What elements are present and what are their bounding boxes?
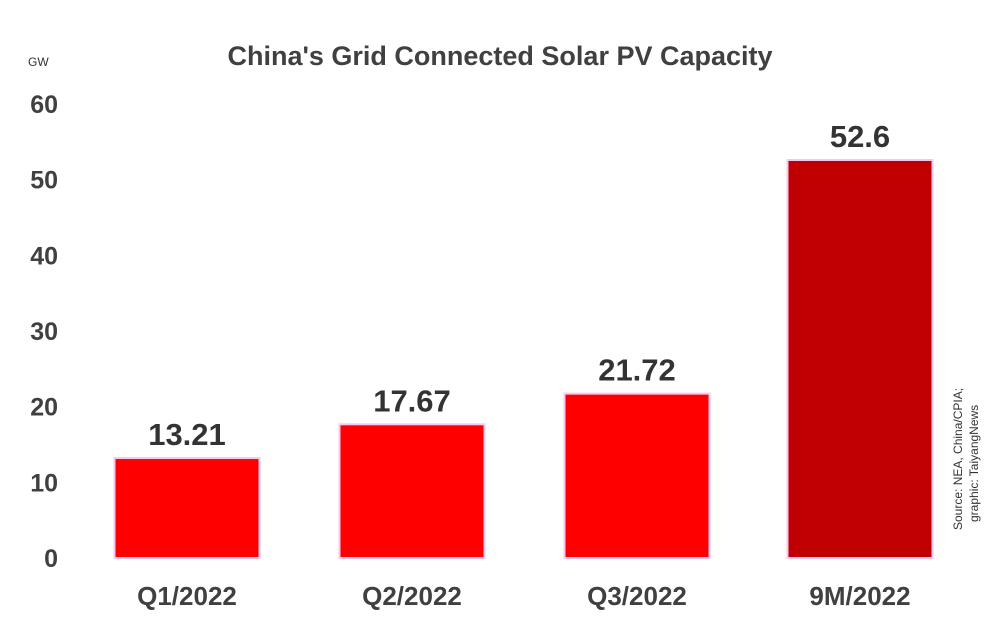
y-tick-label: 0 [44, 545, 58, 573]
data-label: 17.67 [373, 383, 451, 418]
y-tick-label: 60 [30, 91, 58, 119]
y-tick-label: 20 [30, 394, 58, 422]
x-category-label: Q1/2022 [137, 581, 237, 611]
data-label: 13.21 [148, 417, 226, 452]
x-category-label: 9M/2022 [809, 581, 910, 611]
source-line-1: Source: NEA, China/CPIA; [951, 388, 965, 530]
y-tick-label: 40 [30, 242, 58, 270]
bar-q2-2022 [338, 423, 486, 559]
data-label: 21.72 [598, 353, 676, 388]
data-label: 52.6 [830, 119, 890, 154]
y-tick-label: 50 [30, 167, 58, 195]
bar-q1-2022 [113, 457, 261, 560]
x-category-label: Q3/2022 [587, 581, 687, 611]
source-note: Source: NEA, China/CPIA; graphic: Taiyan… [951, 388, 981, 530]
source-line-2: graphic: TaiyangNews [967, 405, 981, 522]
x-category-label: Q2/2022 [362, 581, 462, 611]
bar-q3-2022 [563, 392, 711, 560]
chart-title: China's Grid Connected Solar PV Capacity [227, 41, 772, 71]
y-tick-label: 30 [30, 318, 58, 346]
y-tick-label: 10 [30, 469, 58, 497]
y-axis-unit: GW [28, 55, 49, 69]
bar-9m-2022 [786, 158, 934, 559]
